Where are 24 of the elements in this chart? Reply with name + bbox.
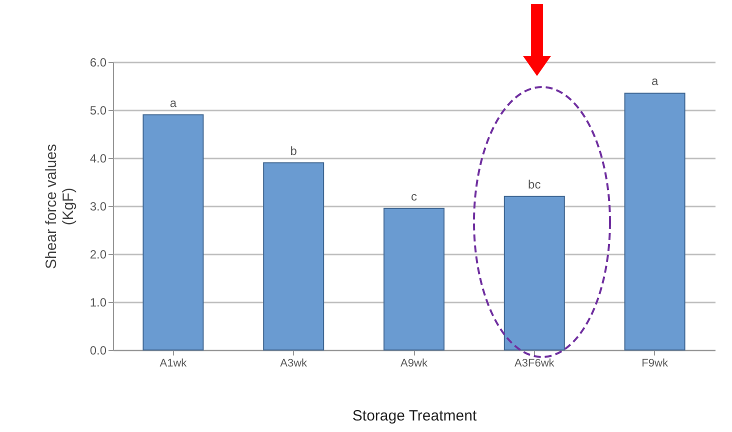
bar [263, 162, 324, 350]
y-tick-label: 2.0 [90, 248, 107, 262]
annotation: c [411, 189, 417, 204]
bar [142, 114, 204, 350]
annotation: a [170, 96, 177, 110]
y-tick-label: 0.0 [90, 344, 107, 358]
y-axis-title: Shear force values (KgF) [42, 144, 77, 270]
y-tick-label: 6.0 [90, 56, 107, 70]
annotation: a [651, 74, 658, 88]
x-tick-label: F9wk [642, 358, 668, 370]
x-tick-label: A1wk [160, 358, 188, 370]
x-tick-label: A3wk [280, 358, 308, 370]
y-tick-label: 4.0 [90, 152, 107, 166]
y-tick-label: 3.0 [90, 200, 107, 214]
bar [624, 92, 686, 350]
bar [384, 208, 444, 350]
y-tick-label: 5.0 [90, 104, 107, 118]
annotation: bc [528, 177, 541, 192]
x-tick-label: A9wk [400, 358, 428, 370]
annotation: b [290, 144, 298, 158]
x-tick-label: A3F6wk [514, 358, 555, 370]
x-axis-title: Storage Treatment [352, 408, 478, 424]
bar [504, 196, 565, 350]
y-tick-label: 1.0 [90, 296, 107, 310]
